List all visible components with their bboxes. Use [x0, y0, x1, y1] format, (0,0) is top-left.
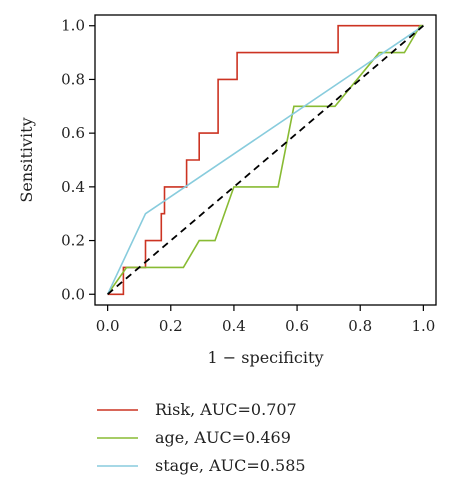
- y-tick-label: 0.2: [61, 232, 85, 250]
- legend-label-1: Risk, AUC=0.707: [155, 400, 297, 419]
- x-tick-label: 0.4: [222, 317, 246, 335]
- y-axis-tick-labels: 0.0 0.2 0.4 0.6 0.8 1.0: [61, 17, 85, 304]
- x-tick-label: 0.2: [159, 317, 183, 335]
- y-tick-label: 0.8: [61, 70, 85, 88]
- x-tick-label: 0.0: [96, 317, 120, 335]
- y-tick-label: 0.0: [61, 285, 85, 303]
- diagonal-reference-line: [107, 25, 424, 295]
- series-line-3: [106, 25, 424, 295]
- x-axis-ticks: [107, 305, 424, 311]
- plot-frame: [94, 14, 437, 306]
- x-tick-label: 0.8: [348, 317, 372, 335]
- x-axis-label: 1 − specificity: [208, 348, 324, 367]
- y-axis-label: Sensitivity: [17, 117, 36, 202]
- y-tick-label: 0.6: [61, 124, 85, 142]
- x-tick-label: 0.6: [285, 317, 309, 335]
- y-tick-label: 0.4: [61, 178, 85, 196]
- plot-area: [94, 14, 437, 306]
- series-line-2: [106, 24, 424, 295]
- legend-label-2: age, AUC=0.469: [155, 428, 291, 447]
- y-tick-label: 1.0: [61, 17, 85, 35]
- x-tick-label: 1.0: [411, 317, 435, 335]
- x-axis-tick-labels: 0.0 0.2 0.4 0.6 0.8 1.0: [96, 317, 436, 335]
- y-axis-ticks: [89, 25, 95, 295]
- series-line-1: [107, 24, 424, 296]
- series-lines: [106, 24, 424, 296]
- legend-label-3: stage, AUC=0.585: [155, 456, 306, 475]
- legend: Risk, AUC=0.707 age, AUC=0.469 stage, AUC=…: [97, 400, 306, 475]
